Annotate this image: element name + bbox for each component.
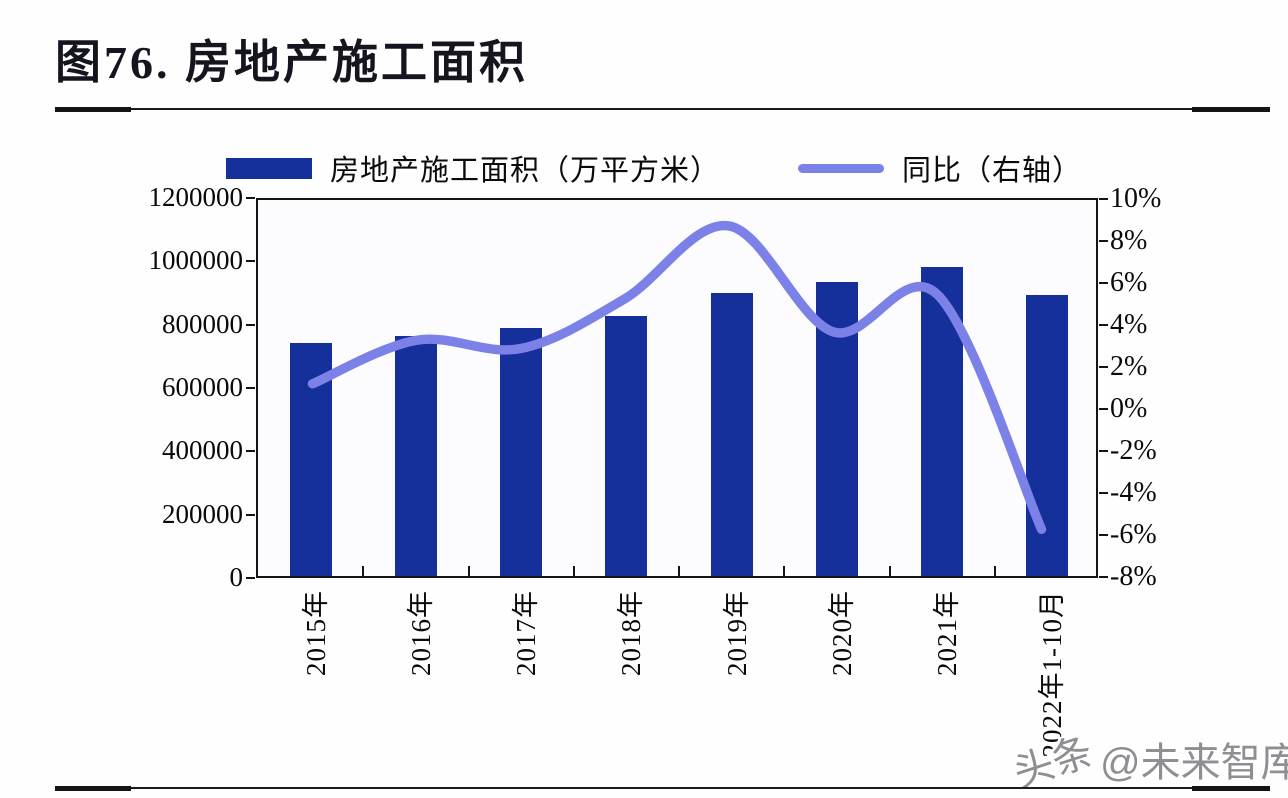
x-axis-label-2016年: 2016年	[405, 590, 436, 676]
x-axis-tick	[572, 566, 575, 576]
bar-2019年	[710, 292, 753, 576]
y-axis-label-right: -4%	[1110, 477, 1157, 508]
rule-segment	[1192, 106, 1270, 112]
legend-label-yoy: 同比（右轴）	[902, 155, 1083, 187]
x-axis-tick	[783, 566, 786, 576]
legend-item-yoy: 同比（右轴）	[798, 153, 1082, 187]
x-axis-label-2017年: 2017年	[511, 590, 542, 676]
y-axis-label-right: 10%	[1110, 183, 1162, 214]
y-axis-label-right: 0%	[1110, 393, 1148, 424]
right-axis-tick	[1099, 408, 1108, 410]
bar-2016年	[394, 335, 437, 576]
watermark: 头条@未来智库	[1008, 730, 1288, 797]
y-axis-label-left: 1000000	[148, 245, 244, 276]
figure-title: 图76. 房地产施工面积	[55, 37, 528, 88]
trend-line-layer	[307, 221, 1047, 534]
x-axis-label-2019年: 2019年	[721, 590, 752, 676]
x-axis-tick	[467, 566, 470, 576]
right-axis-tick	[1099, 450, 1108, 452]
y-axis-label-left: 200000	[162, 498, 243, 529]
y-axis-label-right: -6%	[1110, 519, 1157, 550]
x-axis-label-2015年: 2015年	[300, 590, 331, 676]
y-axis-label-left: 1200000	[148, 182, 244, 212]
y-axis-label-right: -2%	[1110, 435, 1157, 466]
watermark-handle: @未来智库	[1100, 741, 1288, 785]
left-axis-tick	[246, 513, 255, 516]
y-axis-label-right: 4%	[1110, 309, 1148, 340]
y-axis-label-right: -8%	[1110, 561, 1157, 592]
bars-layer	[258, 200, 1096, 576]
rule-segment	[55, 106, 131, 112]
bar-swatch-icon	[226, 157, 312, 179]
y-axis-label-left: 600000	[162, 372, 243, 402]
x-axis-label-2020年: 2020年	[826, 590, 857, 676]
y-axis-label-left: 400000	[162, 435, 243, 466]
legend-label-construction-area: 房地产施工面积（万平方米）	[330, 155, 721, 187]
left-axis-tick	[246, 260, 255, 263]
right-axis-tick	[1099, 282, 1108, 284]
bar-2018年	[605, 315, 648, 576]
bar-2022年1-10月	[1026, 294, 1069, 576]
right-axis-tick	[1099, 576, 1108, 578]
right-axis-tick	[1099, 492, 1108, 494]
right-axis-tick	[1099, 240, 1108, 242]
left-axis-tick	[246, 197, 255, 199]
y-axis-label-left: 0	[229, 562, 244, 592]
y-axis-label-right: 8%	[1110, 225, 1148, 256]
trend-line	[307, 221, 1047, 534]
x-axis-label-2021年: 2021年	[932, 590, 963, 676]
x-axis-tick	[888, 566, 891, 576]
left-axis-tick	[246, 577, 255, 579]
rule-segment	[1192, 785, 1270, 791]
y-axis-label-left: 800000	[162, 308, 243, 339]
rule-segment	[55, 785, 131, 791]
plot-area	[256, 198, 1098, 578]
left-axis-tick	[246, 387, 255, 389]
legend-item-construction-area: 房地产施工面积（万平方米）	[226, 153, 720, 187]
right-axis-tick	[1099, 324, 1108, 326]
rule-segment	[131, 108, 1192, 110]
figure-bottom-rule	[55, 785, 1270, 791]
x-axis-tick	[362, 566, 365, 576]
x-axis-tick	[993, 566, 996, 576]
line-swatch-icon	[798, 163, 884, 173]
y-axis-label-right: 2%	[1110, 351, 1148, 382]
x-axis-ticks	[258, 200, 1096, 576]
right-axis-tick	[1099, 198, 1108, 200]
y-axis-label-right: 6%	[1110, 267, 1148, 298]
title-underline	[55, 106, 1270, 112]
x-axis-label-2018年: 2018年	[616, 590, 647, 676]
right-axis-tick	[1099, 366, 1108, 368]
x-axis-tick	[678, 566, 680, 576]
rule-segment	[131, 787, 1192, 789]
bar-2017年	[500, 328, 543, 576]
left-axis-tick	[246, 323, 255, 326]
right-axis-tick	[1099, 534, 1108, 536]
left-axis-tick	[246, 450, 255, 453]
